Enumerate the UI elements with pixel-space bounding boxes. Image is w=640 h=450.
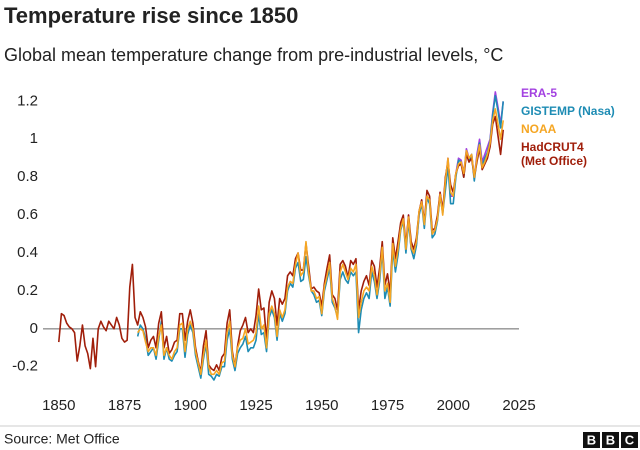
x-tick-label: 2025	[502, 397, 535, 414]
x-tick-label: 1875	[108, 397, 141, 414]
series-line	[137, 108, 505, 376]
x-tick-label: 1850	[42, 397, 75, 414]
series-line	[136, 94, 505, 381]
logo-box	[602, 432, 619, 448]
x-tick-label: 2000	[437, 397, 470, 414]
chart-subtitle: Global mean temperature change from pre-…	[4, 45, 503, 65]
y-tick-label: 1	[30, 130, 38, 147]
series-line	[57, 115, 505, 374]
source: Source: Met Office	[4, 431, 120, 447]
logo-letter: C	[625, 432, 635, 447]
legend: ERA-5 GISTEMP (Nasa) NOAA HadCRUT4 (Met Off…	[521, 86, 636, 168]
logo-letter: B	[587, 432, 596, 447]
x-tick-label: 1925	[239, 397, 272, 414]
legend-label: HadCRUT4 (Met Office)	[521, 140, 587, 168]
y-tick-label: -0.2	[12, 358, 38, 375]
x-tick-label: 1950	[305, 397, 338, 414]
y-tick-label: 0.8	[17, 168, 38, 185]
x-tick-label: 1900	[174, 397, 207, 414]
logo-box	[583, 432, 600, 448]
x-tick-label: 1975	[371, 397, 404, 414]
series-line	[397, 91, 505, 254]
logo-box	[621, 432, 638, 448]
y-tick-label: 0.6	[17, 206, 38, 223]
y-tick-label: 0	[30, 320, 38, 337]
y-tick-label: 0.2	[17, 282, 38, 299]
y-tick-label: 1.2	[17, 92, 38, 109]
legend-label: GISTEMP (Nasa)	[521, 104, 615, 118]
logo-letter: B	[606, 432, 615, 447]
chart-title: Temperature rise since 1850	[4, 3, 298, 28]
legend-label: NOAA	[521, 122, 557, 136]
y-tick-label: 0.4	[17, 244, 38, 261]
legend-label: ERA-5	[521, 86, 558, 100]
